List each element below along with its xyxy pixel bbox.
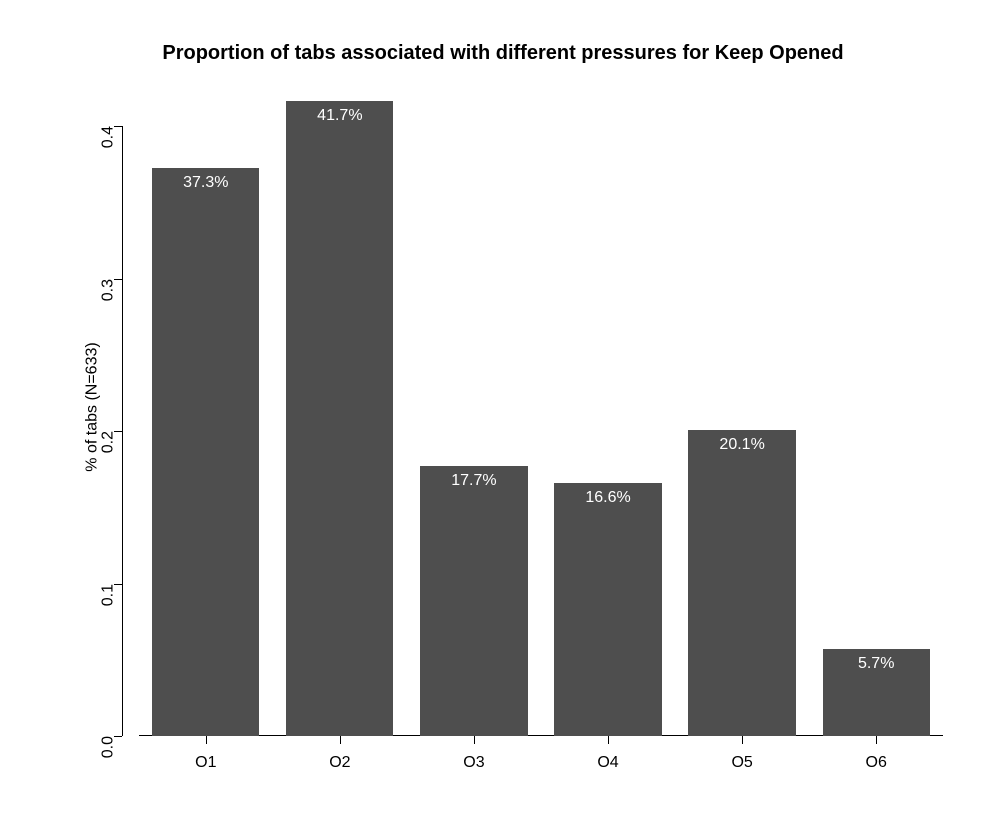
bar: 16.6% [554, 483, 661, 736]
x-tick [608, 736, 609, 744]
y-tick-label: 0.3 [99, 279, 117, 301]
x-tick [742, 736, 743, 744]
x-tick-label: O2 [329, 754, 350, 772]
bar: 41.7% [286, 101, 393, 736]
bar-value-label: 41.7% [286, 107, 393, 125]
bar-value-label: 20.1% [688, 436, 795, 454]
plot-area: 0.00.10.20.30.437.3%O141.7%O217.7%O316.6… [122, 96, 960, 736]
bar: 37.3% [152, 168, 259, 736]
x-tick [206, 736, 207, 744]
bar-value-label: 37.3% [152, 174, 259, 192]
chart-container: Proportion of tabs associated with diffe… [0, 0, 1006, 814]
x-tick [876, 736, 877, 744]
bar-value-label: 16.6% [554, 489, 661, 507]
y-tick-label: 0.4 [99, 126, 117, 148]
x-tick-label: O5 [731, 754, 752, 772]
y-tick-label: 0.2 [99, 431, 117, 453]
bar-value-label: 5.7% [823, 655, 930, 673]
x-tick [340, 736, 341, 744]
bar: 17.7% [420, 466, 527, 736]
y-axis-line [122, 126, 123, 736]
x-tick-label: O3 [463, 754, 484, 772]
x-tick [474, 736, 475, 744]
bar-value-label: 17.7% [420, 472, 527, 490]
bar: 5.7% [823, 649, 930, 736]
x-tick-label: O1 [195, 754, 216, 772]
x-tick-label: O6 [866, 754, 887, 772]
y-tick-label: 0.0 [99, 736, 117, 758]
x-tick-label: O4 [597, 754, 618, 772]
chart-title: Proportion of tabs associated with diffe… [0, 42, 1006, 65]
y-tick-label: 0.1 [99, 584, 117, 606]
bar: 20.1% [688, 430, 795, 736]
